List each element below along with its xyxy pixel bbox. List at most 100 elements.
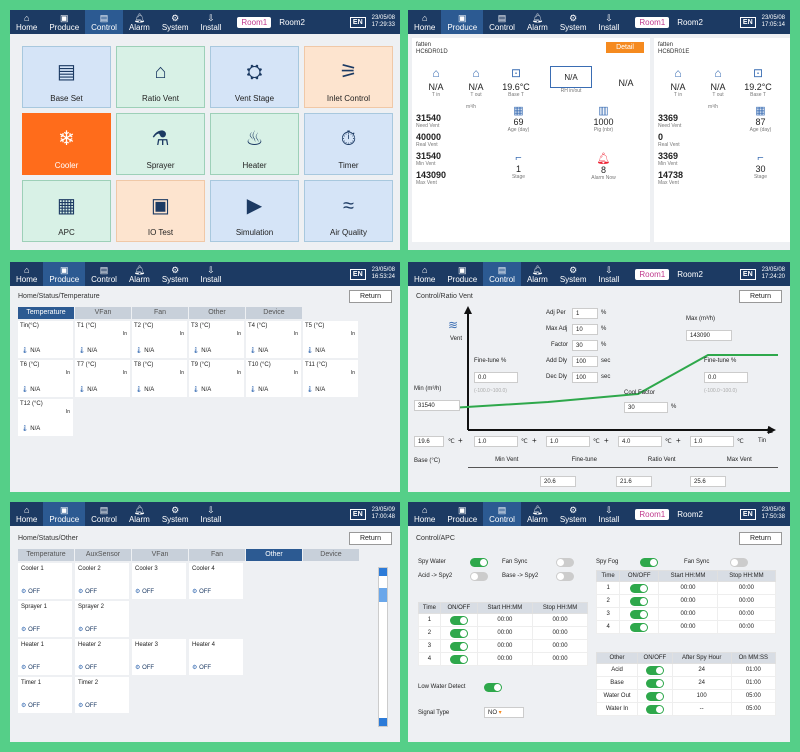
row-toggle[interactable]: [645, 665, 664, 675]
nav-install[interactable]: ⇩ Install: [598, 12, 620, 32]
row-toggle[interactable]: [449, 628, 468, 638]
language-button[interactable]: EN: [739, 508, 756, 520]
row-toggle[interactable]: [645, 678, 664, 688]
nav-system[interactable]: ⚙ System: [559, 504, 587, 524]
max-adj-input[interactable]: 10: [572, 324, 598, 335]
signal-type-select[interactable]: NO ▾: [484, 707, 524, 718]
scrollbar[interactable]: [378, 567, 388, 727]
max-input[interactable]: 143090: [686, 330, 732, 341]
nav-alarm[interactable]: 🔔︎ Alarm: [526, 264, 548, 284]
language-button[interactable]: EN: [349, 16, 366, 28]
add-dly-input[interactable]: 100: [572, 356, 598, 367]
nav-home[interactable]: ⌂ Home: [16, 12, 38, 32]
nav-install[interactable]: ⇩ Install: [598, 504, 620, 524]
tile-base-set[interactable]: ▤ Base Set: [22, 46, 111, 108]
scroll-up-button[interactable]: [379, 568, 387, 576]
nav-produce[interactable]: ▣ Produce: [43, 262, 86, 286]
factor-input[interactable]: 30: [572, 340, 598, 351]
return-button[interactable]: Return: [348, 290, 392, 303]
nav-system[interactable]: ⚙ System: [559, 12, 587, 32]
room2-tab[interactable]: Room2: [677, 17, 703, 27]
nav-system[interactable]: ⚙ System: [161, 504, 189, 524]
tab-temperature[interactable]: Temperature: [18, 307, 74, 319]
fan-sync-toggle[interactable]: [556, 558, 574, 567]
tab-fan[interactable]: Fan: [132, 307, 188, 319]
fan-sync-2-toggle[interactable]: [730, 558, 748, 567]
fine-tune-right-input[interactable]: 0.0: [704, 372, 748, 383]
nav-produce[interactable]: ▣ Produce: [43, 502, 86, 526]
tile-vent-stage[interactable]: ⛭ Vent Stage: [210, 46, 299, 108]
nav-system[interactable]: ⚙ System: [161, 264, 189, 284]
adj-per-input[interactable]: 1: [572, 308, 598, 319]
nav-produce[interactable]: ▣ Produce: [441, 10, 484, 34]
low-water-toggle[interactable]: [484, 683, 502, 692]
cool-factor-input[interactable]: 30: [624, 402, 668, 413]
nav-produce[interactable]: ▣ Produce: [447, 504, 478, 524]
tile-air-quality[interactable]: ≈ Air Quality: [304, 180, 393, 242]
tab-fan[interactable]: Fan: [189, 549, 245, 561]
offset-2-input[interactable]: 1.0: [546, 436, 590, 447]
offset-1-input[interactable]: 1.0: [474, 436, 518, 447]
row-toggle[interactable]: [449, 615, 468, 625]
nav-install[interactable]: ⇩ Install: [200, 264, 222, 284]
acid-spy2-toggle[interactable]: [470, 572, 488, 581]
nav-home[interactable]: ⌂ Home: [414, 264, 436, 284]
room2-tab[interactable]: Room2: [677, 509, 703, 519]
nav-produce[interactable]: ▣ Produce: [447, 264, 478, 284]
nav-system[interactable]: ⚙ System: [559, 264, 587, 284]
tab-vfan[interactable]: VFan: [132, 549, 188, 561]
tile-io-test[interactable]: ▣ IO Test: [116, 180, 205, 242]
row-toggle[interactable]: [449, 654, 468, 664]
scroll-thumb[interactable]: [379, 588, 387, 602]
fine-tune-left-input[interactable]: 0.0: [474, 372, 518, 383]
nav-home[interactable]: ⌂ Home: [16, 504, 38, 524]
language-button[interactable]: EN: [739, 16, 756, 28]
nav-control[interactable]: ▤ Control: [483, 502, 521, 526]
tab-other[interactable]: Other: [246, 549, 302, 561]
room1-tab[interactable]: Room1: [635, 16, 670, 28]
room1-tab[interactable]: Room1: [635, 508, 670, 520]
tab-auxsensor[interactable]: AuxSensor: [75, 549, 131, 561]
tab-vfan[interactable]: VFan: [75, 307, 131, 319]
row-toggle[interactable]: [630, 622, 649, 632]
tab-temperature[interactable]: Temperature: [18, 549, 74, 561]
tile-cooler[interactable]: ❄ Cooler: [22, 113, 111, 175]
language-button[interactable]: EN: [739, 268, 756, 280]
base-temp-input[interactable]: 19.6: [414, 436, 444, 447]
nav-install[interactable]: ⇩ Install: [200, 504, 222, 524]
nav-home[interactable]: ⌂ Home: [414, 12, 436, 32]
nav-alarm[interactable]: 🔔︎ Alarm: [526, 12, 548, 32]
spy-fog-toggle[interactable]: [640, 558, 658, 567]
spy-water-toggle[interactable]: [470, 558, 488, 567]
room1-tab[interactable]: Room1: [237, 16, 272, 28]
row-toggle[interactable]: [449, 641, 468, 651]
base-spy2-toggle[interactable]: [556, 572, 574, 581]
return-button[interactable]: Return: [738, 290, 782, 303]
offset-3-input[interactable]: 4.0: [618, 436, 662, 447]
row-toggle[interactable]: [645, 704, 664, 714]
offset-4-input[interactable]: 1.0: [690, 436, 734, 447]
tab-device[interactable]: Device: [303, 549, 359, 561]
row-toggle[interactable]: [630, 609, 649, 619]
detail-button[interactable]: Detail: [606, 42, 644, 53]
nav-alarm[interactable]: 🔔︎ Alarm: [526, 504, 548, 524]
nav-produce[interactable]: ▣ Produce: [49, 12, 80, 32]
nav-control[interactable]: ▤ Control: [489, 12, 515, 32]
dec-dly-input[interactable]: 100: [572, 372, 598, 383]
tab-other[interactable]: Other: [189, 307, 245, 319]
return-button[interactable]: Return: [738, 532, 782, 545]
language-button[interactable]: EN: [349, 508, 366, 520]
nav-system[interactable]: ⚙ System: [161, 12, 189, 32]
room1-tab[interactable]: Room1: [635, 268, 670, 280]
nav-home[interactable]: ⌂ Home: [414, 504, 436, 524]
nav-home[interactable]: ⌂ Home: [16, 264, 38, 284]
language-button[interactable]: EN: [349, 268, 366, 280]
tile-ratio-vent[interactable]: ⌂ Ratio Vent: [116, 46, 205, 108]
tile-inlet-control[interactable]: ⚞ Inlet Control: [304, 46, 393, 108]
row-toggle[interactable]: [630, 583, 649, 593]
tile-apc[interactable]: ▦ APC: [22, 180, 111, 242]
nav-alarm[interactable]: 🔔︎ Alarm: [128, 504, 150, 524]
nav-control[interactable]: ▤ Control: [91, 504, 117, 524]
nav-control[interactable]: ▤ Control: [91, 264, 117, 284]
min-input[interactable]: 31540: [414, 400, 460, 411]
